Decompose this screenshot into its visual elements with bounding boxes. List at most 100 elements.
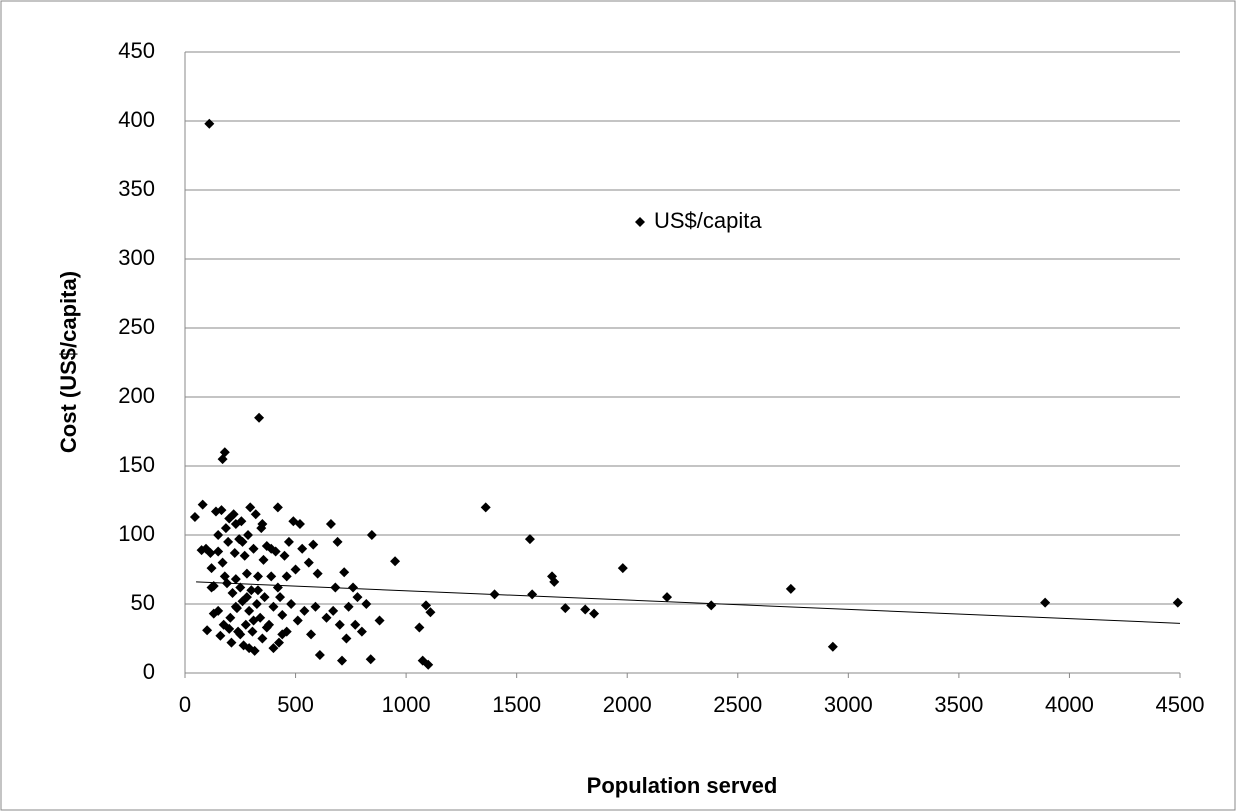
x-tick-label: 1000	[382, 692, 431, 717]
point	[290, 564, 301, 575]
point	[266, 543, 277, 554]
point	[248, 543, 259, 554]
point	[352, 592, 363, 603]
point	[220, 523, 231, 534]
point	[268, 643, 279, 654]
point	[343, 601, 354, 612]
x-tick-label: 3500	[934, 692, 983, 717]
point	[706, 600, 717, 611]
point	[223, 536, 234, 547]
legend-marker	[635, 217, 645, 227]
x-tick-label: 2500	[713, 692, 762, 717]
point	[245, 502, 256, 513]
point	[230, 601, 241, 612]
legend-label: US$/capita	[654, 208, 762, 233]
y-tick-label: 250	[118, 314, 155, 339]
trendline	[196, 581, 1181, 624]
point	[202, 625, 213, 636]
x-tick-label: 0	[179, 692, 191, 717]
point	[299, 605, 310, 616]
point	[361, 599, 372, 609]
point	[259, 592, 270, 603]
point	[334, 619, 345, 630]
point	[827, 641, 838, 652]
y-tick-label: 200	[118, 383, 155, 408]
y-tick-label: 100	[118, 521, 155, 546]
point	[312, 568, 323, 579]
point	[297, 543, 308, 554]
y-tick-label: 300	[118, 245, 155, 270]
y-tick-label: 0	[143, 659, 155, 684]
point	[226, 637, 237, 648]
x-tick-label: 500	[277, 692, 314, 717]
point	[257, 518, 268, 529]
point	[365, 654, 376, 665]
point	[421, 600, 432, 611]
point	[275, 592, 286, 603]
point	[228, 509, 239, 520]
point	[225, 612, 236, 623]
point	[277, 610, 288, 621]
point	[314, 650, 325, 661]
point	[251, 599, 262, 609]
x-tick-label: 3000	[824, 692, 873, 717]
point	[204, 118, 215, 129]
point	[261, 622, 272, 633]
point	[524, 534, 535, 545]
point	[219, 571, 230, 582]
point	[208, 608, 219, 619]
point	[589, 608, 600, 619]
point	[258, 554, 269, 565]
point	[321, 612, 332, 623]
point	[527, 589, 538, 600]
point	[306, 629, 317, 640]
point	[423, 659, 434, 670]
point	[246, 585, 257, 596]
point	[303, 557, 314, 568]
point	[266, 571, 277, 582]
y-tick-label: 400	[118, 107, 155, 132]
point	[230, 518, 241, 529]
point	[257, 633, 268, 644]
point	[237, 536, 248, 547]
point	[336, 655, 347, 666]
y-tick-label: 50	[131, 590, 155, 615]
point	[241, 568, 252, 579]
point	[272, 502, 283, 513]
point	[235, 629, 246, 640]
point	[390, 556, 401, 567]
point	[241, 592, 252, 603]
x-tick-label: 4500	[1156, 692, 1205, 717]
point	[213, 530, 224, 540]
point	[243, 530, 254, 540]
point	[189, 512, 200, 523]
point	[281, 571, 292, 582]
x-tick-label: 2000	[603, 692, 652, 717]
point	[206, 582, 217, 593]
point	[1040, 597, 1051, 608]
point	[308, 539, 319, 550]
point	[273, 637, 284, 648]
point	[348, 582, 359, 593]
point	[292, 615, 303, 626]
point	[425, 607, 436, 618]
point	[580, 604, 591, 615]
point	[356, 626, 367, 637]
y-tick-label: 450	[118, 38, 155, 63]
point	[247, 626, 258, 637]
x-tick-label: 4000	[1045, 692, 1094, 717]
point	[235, 582, 246, 593]
point	[224, 623, 235, 634]
point	[252, 585, 263, 596]
point	[250, 509, 261, 520]
point	[414, 622, 425, 633]
point	[366, 530, 377, 540]
point	[244, 643, 255, 654]
point	[239, 550, 250, 561]
point	[549, 576, 560, 587]
point	[227, 587, 238, 598]
point	[374, 615, 385, 626]
point	[252, 571, 263, 582]
point	[286, 599, 297, 609]
